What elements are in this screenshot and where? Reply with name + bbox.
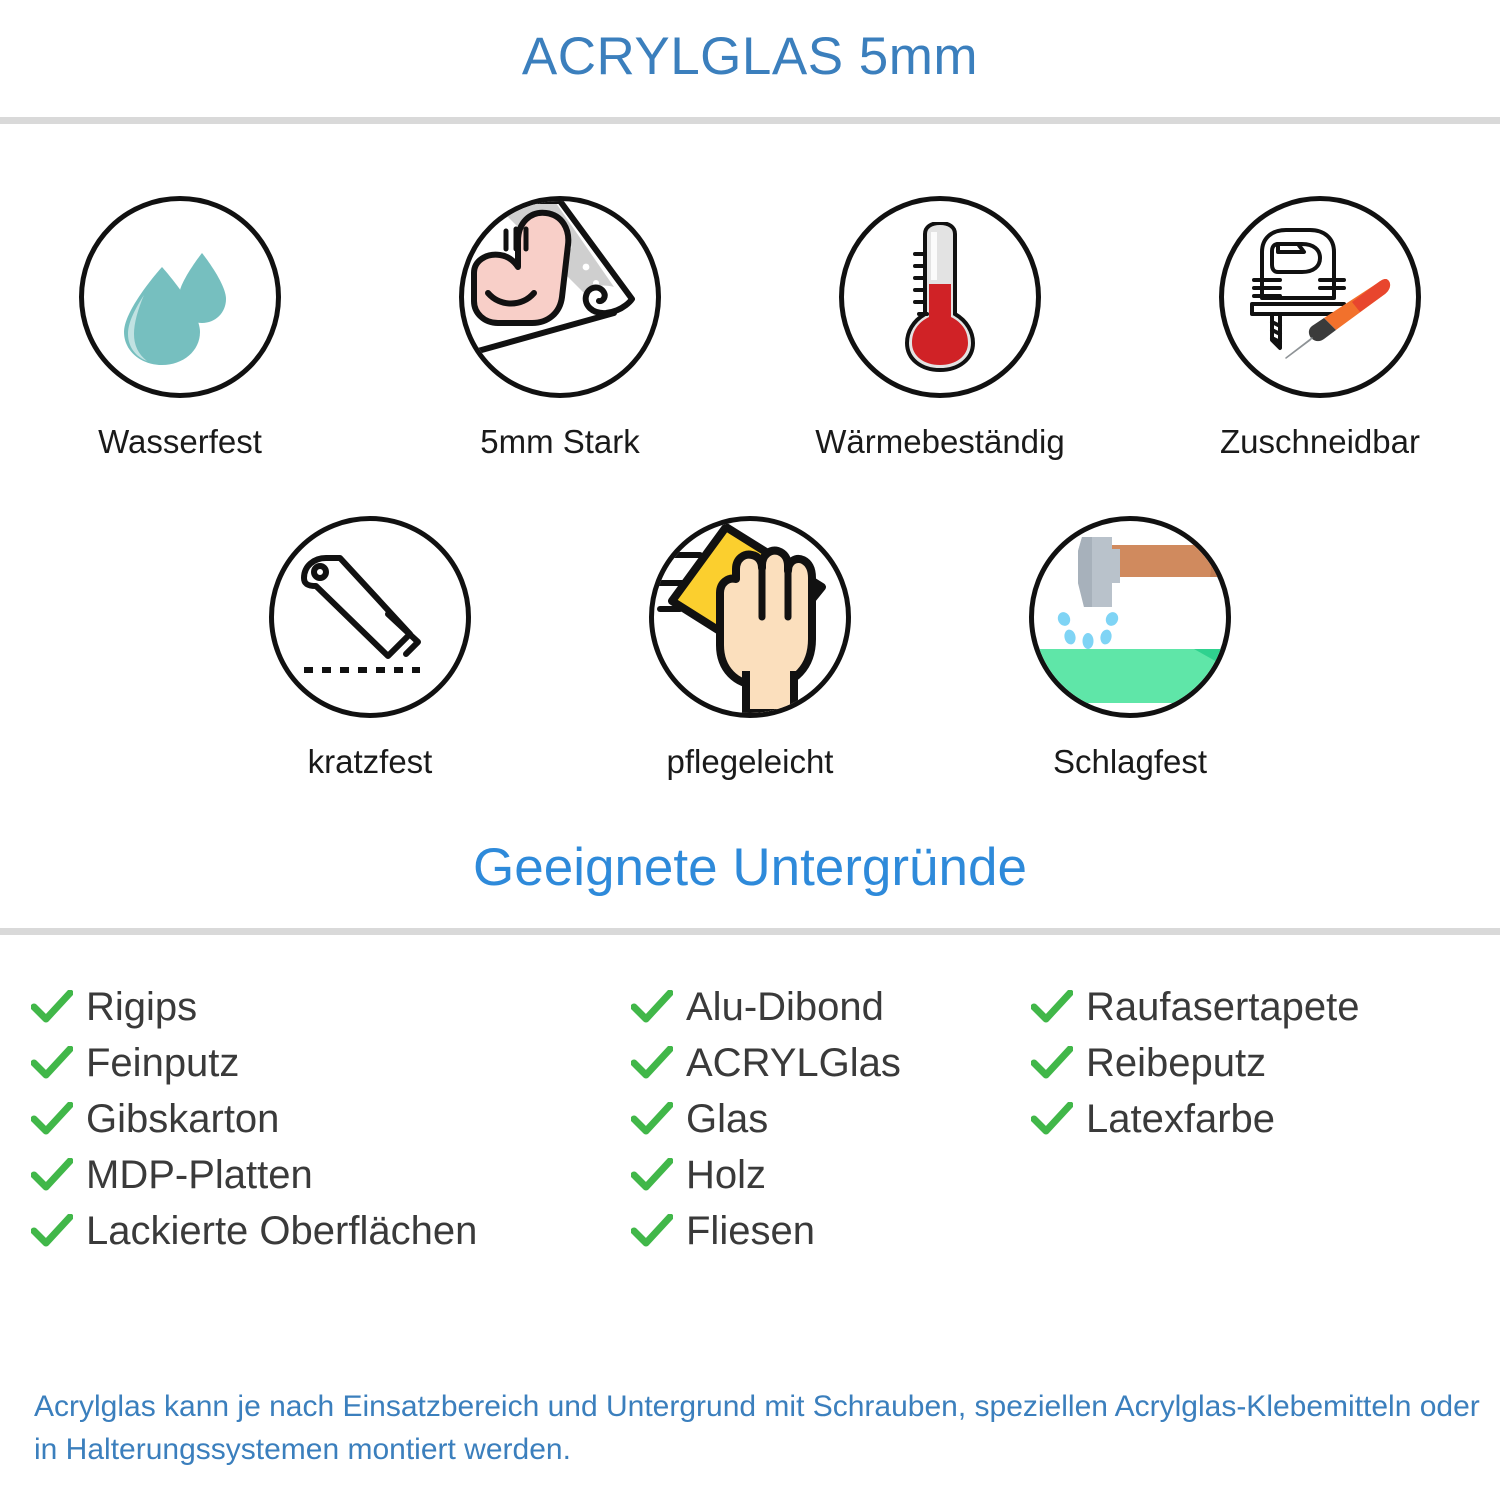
- substrates-divider: [0, 927, 1500, 935]
- substrate-column-3: Raufasertapete Reibeputz Latexfarbe: [1030, 979, 1470, 1147]
- feature-row-2: kratzfest: [10, 516, 1490, 780]
- feature-zuschneidbar: Zuschneidbar: [1184, 196, 1456, 460]
- list-item-label: Feinputz: [86, 1040, 240, 1085]
- list-item-label: MDP-Platten: [86, 1152, 313, 1197]
- check-icon: [30, 985, 74, 1029]
- feature-kratzfest: kratzfest: [234, 516, 506, 780]
- list-item: MDP-Platten: [30, 1147, 630, 1203]
- feature-5mm-stark: 5mm Stark: [424, 196, 696, 460]
- feature-grid: Wasserfest: [0, 196, 1500, 781]
- flexing-arm-icon: [471, 201, 635, 354]
- list-item: Fliesen: [630, 1203, 1030, 1259]
- scratch-knife-icon: [301, 555, 421, 674]
- feature-label: Wasserfest: [98, 423, 262, 460]
- check-icon: [1030, 1097, 1074, 1141]
- list-item: Raufasertapete: [1030, 979, 1470, 1035]
- list-item-label: Glas: [686, 1096, 769, 1141]
- list-item-label: ACRYLGlas: [686, 1040, 901, 1085]
- list-item: Reibeputz: [1030, 1035, 1470, 1091]
- list-item: ACRYLGlas: [630, 1035, 1030, 1091]
- list-item-label: Holz: [686, 1152, 767, 1197]
- header-divider: [0, 117, 1500, 124]
- substrate-column-2: Alu-Dibond ACRYLGlas Glas Holz Fliesen: [630, 979, 1030, 1259]
- feature-icon-circle: [1029, 516, 1231, 719]
- feature-label: pflegeleicht: [666, 743, 834, 781]
- check-icon: [630, 985, 674, 1029]
- feature-label: kratzfest: [307, 743, 433, 781]
- feature-icon-circle: [1219, 196, 1421, 398]
- feature-icon-circle: [269, 516, 471, 719]
- list-item: Rigips: [30, 979, 630, 1035]
- check-icon: [630, 1041, 674, 1085]
- list-item-label: Reibeputz: [1086, 1040, 1267, 1085]
- feature-schlagfest: Schlagfest: [994, 516, 1266, 780]
- feature-wasserfest: Wasserfest: [44, 196, 316, 460]
- list-item-label: Alu-Dibond: [686, 984, 884, 1029]
- list-item: Feinputz: [30, 1035, 630, 1091]
- list-item: Latexfarbe: [1030, 1091, 1470, 1147]
- list-item: Glas: [630, 1091, 1030, 1147]
- feature-waermebestaendig: Wärmebeständig: [804, 196, 1076, 460]
- feature-icon-circle: [839, 196, 1041, 398]
- list-item: Lackierte Oberflächen: [30, 1203, 630, 1259]
- cutter-knife-shape: [1285, 278, 1391, 359]
- check-icon: [1030, 985, 1074, 1029]
- hammer-impact-icon: [1034, 537, 1226, 704]
- feature-label: Zuschneidbar: [1220, 423, 1420, 460]
- page-header: ACRYLGLAS 5mm: [0, 0, 1500, 124]
- thermometer-icon: [904, 222, 976, 372]
- check-icon: [630, 1153, 674, 1197]
- list-item: Holz: [630, 1147, 1030, 1203]
- substrates-title: Geeignete Untergründe: [473, 837, 1027, 897]
- list-item-label: Rigips: [86, 984, 198, 1029]
- hand-cloth-icon: [654, 523, 826, 714]
- feature-pflegeleicht: pflegeleicht: [614, 516, 886, 780]
- water-drops-icon: [124, 253, 226, 365]
- list-item-label: Fliesen: [686, 1208, 815, 1253]
- list-item-label: Gibskarton: [86, 1096, 280, 1141]
- page-title: ACRYLGLAS 5mm: [521, 27, 979, 86]
- check-icon: [30, 1209, 74, 1253]
- check-icon: [630, 1209, 674, 1253]
- substrates-header: Geeignete Untergründe: [0, 841, 1500, 935]
- feature-label: Wärmebeständig: [815, 423, 1065, 460]
- list-item-label: Latexfarbe: [1086, 1096, 1276, 1141]
- list-item: Alu-Dibond: [630, 979, 1030, 1035]
- check-icon: [30, 1153, 74, 1197]
- substrate-column-1: Rigips Feinputz Gibskarton MDP-Platten L…: [30, 979, 630, 1259]
- check-icon: [30, 1097, 74, 1141]
- jigsaw-cutter-icon: [1250, 228, 1391, 359]
- check-icon: [30, 1041, 74, 1085]
- check-icon: [630, 1097, 674, 1141]
- mounting-note: Acrylglas kann je nach Einsatzbereich un…: [34, 1390, 1480, 1466]
- feature-label: Schlagfest: [1052, 743, 1208, 781]
- list-item-label: Raufasertapete: [1086, 984, 1360, 1029]
- check-icon: [1030, 1041, 1074, 1085]
- feature-row-1: Wasserfest: [10, 196, 1490, 460]
- list-item: Gibskarton: [30, 1091, 630, 1147]
- list-item-label: Lackierte Oberflächen: [86, 1208, 478, 1253]
- feature-icon-circle: [459, 196, 661, 398]
- feature-icon-circle: [79, 196, 281, 398]
- substrates-checklist: Rigips Feinputz Gibskarton MDP-Platten L…: [0, 979, 1500, 1259]
- feature-label: 5mm Stark: [480, 423, 640, 460]
- feature-icon-circle: [649, 516, 851, 719]
